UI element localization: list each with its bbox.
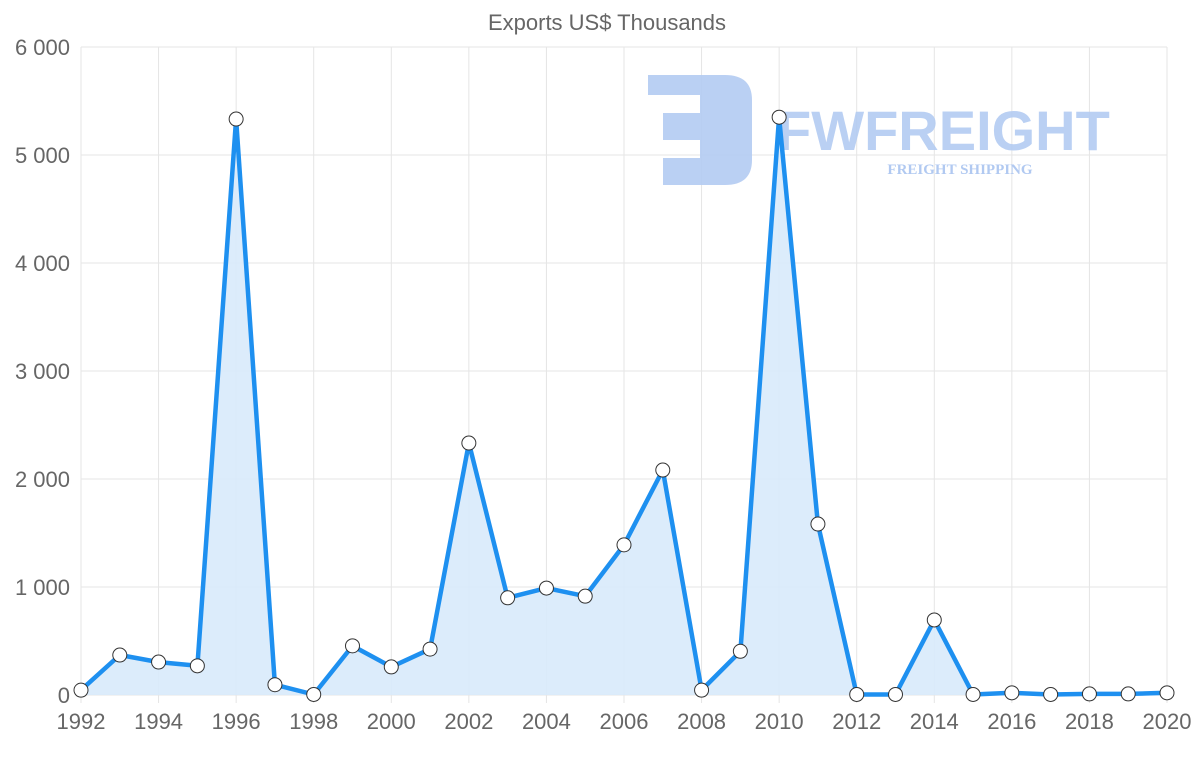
data-point-1998[interactable] <box>306 686 322 702</box>
x-tick-label: 2004 <box>522 709 571 734</box>
series-area <box>81 117 1167 695</box>
data-point-2005[interactable] <box>577 588 593 604</box>
data-point-2003[interactable] <box>500 590 516 606</box>
x-tick-label: 1998 <box>289 709 338 734</box>
data-point-1994[interactable] <box>151 654 167 670</box>
data-point-1996[interactable] <box>228 111 244 127</box>
y-tick-label: 5 000 <box>15 143 70 168</box>
data-point-2004[interactable] <box>538 580 554 596</box>
series-points <box>73 109 1175 702</box>
x-tick-label: 2000 <box>367 709 416 734</box>
data-point-2016[interactable] <box>1004 685 1020 701</box>
y-tick-label: 4 000 <box>15 251 70 276</box>
x-tick-label: 2012 <box>832 709 881 734</box>
x-tick-label: 2018 <box>1065 709 1114 734</box>
x-tick-label: 2016 <box>987 709 1036 734</box>
y-tick-label: 2 000 <box>15 467 70 492</box>
data-point-1993[interactable] <box>112 647 128 663</box>
data-point-1999[interactable] <box>345 638 360 654</box>
x-tick-label: 2020 <box>1143 709 1192 734</box>
data-point-2011[interactable] <box>810 516 826 532</box>
data-point-2015[interactable] <box>965 686 981 702</box>
logo-mark-icon <box>648 75 752 185</box>
x-tick-label: 1996 <box>212 709 261 734</box>
y-tick-label: 1 000 <box>15 575 70 600</box>
y-tick-label: 0 <box>58 683 70 708</box>
x-tick-label: 1992 <box>57 709 106 734</box>
y-tick-label: 3 000 <box>15 359 70 384</box>
y-axis-ticks: 0 1 000 2 000 3 000 4 000 5 000 6 000 <box>15 35 70 708</box>
x-tick-label: 1994 <box>134 709 183 734</box>
chart-title: Exports US$ Thousands <box>488 10 726 35</box>
data-point-2006[interactable] <box>616 537 632 553</box>
data-point-2009[interactable] <box>732 643 748 659</box>
x-axis-ticks: 1992 1994 1996 1998 2000 2002 2004 2006 2008 2010… <box>57 709 1192 734</box>
data-point-1992[interactable] <box>73 682 89 698</box>
data-point-2017[interactable] <box>1043 686 1059 702</box>
data-point-2013[interactable] <box>888 686 903 702</box>
data-point-1995[interactable] <box>189 658 205 674</box>
data-point-2001[interactable] <box>422 641 438 657</box>
data-point-2007[interactable] <box>655 462 671 478</box>
data-point-2019[interactable] <box>1120 686 1136 702</box>
watermark-tagline: FREIGHT SHIPPING <box>887 162 1032 178</box>
data-point-2002[interactable] <box>461 435 477 451</box>
data-point-2010[interactable] <box>771 109 787 125</box>
x-tick-label: 2014 <box>910 709 959 734</box>
x-tick-label: 2010 <box>755 709 804 734</box>
y-tick-label: 6 000 <box>15 35 70 60</box>
x-tick-label: 2008 <box>677 709 726 734</box>
data-point-2018[interactable] <box>1081 686 1097 702</box>
x-tick-label: 2002 <box>444 709 493 734</box>
data-point-2008[interactable] <box>694 682 710 698</box>
watermark-brand: FWFREIGHT <box>777 99 1110 162</box>
x-tick-label: 2006 <box>600 709 649 734</box>
watermark-logo: FWFREIGHT FREIGHT SHIPPING <box>648 75 1110 185</box>
data-point-2020[interactable] <box>1159 685 1175 701</box>
data-point-1997[interactable] <box>267 677 283 693</box>
data-point-2000[interactable] <box>383 659 399 675</box>
data-point-2014[interactable] <box>926 612 942 628</box>
data-point-2012[interactable] <box>849 686 865 702</box>
